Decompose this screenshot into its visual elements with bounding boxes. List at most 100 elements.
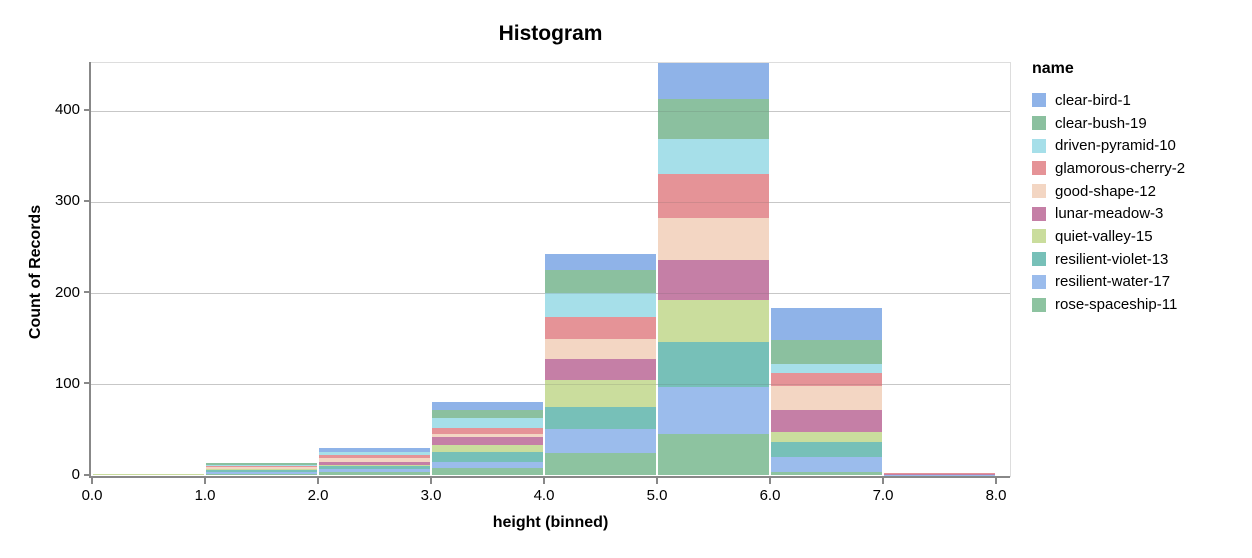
y-axis-title: Count of Records — [27, 204, 44, 340]
bar-segment-driven-pyramid-10 — [771, 364, 882, 374]
bar-segment-resilient-water-17 — [432, 461, 543, 469]
legend-swatch-icon — [1032, 206, 1046, 221]
legend-label: lunar-meadow-3 — [1055, 205, 1164, 223]
bar-segment-resilient-violet-13 — [206, 470, 317, 472]
bar-segment-resilient-violet-13 — [771, 441, 882, 458]
x-axis-tick — [882, 478, 884, 484]
bar-segment-quiet-valley-15 — [771, 431, 882, 442]
bar-segment-resilient-water-17 — [545, 428, 656, 453]
x-axis-tick — [543, 478, 545, 484]
legend-label: clear-bird-1 — [1055, 91, 1131, 109]
bar-segment-quiet-valley-15 — [545, 379, 656, 408]
gridline-overlay — [91, 110, 1010, 112]
bar-segment-glamorous-cherry-2 — [206, 465, 317, 468]
legend-entry-glamorous-cherry-2: glamorous-cherry-2 — [1032, 157, 1247, 180]
bar-segment-rose-spaceship-11 — [771, 471, 882, 476]
legend-title: name — [1032, 60, 1074, 77]
x-axis-tick-label: 1.0 — [194, 487, 216, 504]
x-axis-tick — [91, 478, 93, 484]
bar-segment-glamorous-cherry-2 — [884, 472, 995, 474]
bar-segment-clear-bird-1 — [658, 63, 769, 99]
legend-entry-quiet-valley-15: quiet-valley-15 — [1032, 225, 1247, 248]
x-axis-tick-label: 4.0 — [533, 487, 555, 504]
plot-area — [91, 62, 1011, 477]
bar-segment-glamorous-cherry-2 — [432, 428, 543, 434]
legend-swatch-icon — [1032, 93, 1046, 108]
x-axis-tick-label: 0.0 — [81, 487, 103, 504]
x-axis-tick — [430, 478, 432, 484]
legend-label: glamorous-cherry-2 — [1055, 159, 1186, 177]
legend: name clear-bird-1 clear-bush-19 driven-pyr… — [1032, 60, 1247, 316]
bar-segment-good-shape-12 — [658, 218, 769, 261]
bar-segment-rose-spaceship-11 — [658, 434, 769, 476]
bar-segment-resilient-water-17 — [771, 457, 882, 472]
bar-segment-driven-pyramid-10 — [658, 138, 769, 175]
bar-segment-resilient-violet-13 — [319, 466, 430, 470]
legend-label: resilient-water-17 — [1055, 273, 1171, 291]
bar-segment-resilient-violet-13 — [432, 451, 543, 462]
legend-label: quiet-valley-15 — [1055, 227, 1153, 245]
bar-segment-glamorous-cherry-2 — [658, 174, 769, 219]
x-axis-tick — [995, 478, 997, 484]
chart-title: Histogram — [498, 22, 603, 45]
legend-swatch-icon — [1032, 229, 1046, 244]
y-axis-tick — [84, 382, 91, 385]
legend-entries: clear-bird-1 clear-bush-19 driven-pyramid-… — [1032, 89, 1247, 316]
bar-segment-lunar-meadow-3 — [884, 473, 995, 475]
x-axis-tick-label: 7.0 — [872, 487, 894, 504]
x-axis-tick-label: 2.0 — [307, 487, 329, 504]
bar-segment-rose-spaceship-11 — [319, 471, 430, 476]
bar-segment-rose-spaceship-11 — [432, 468, 543, 476]
legend-entry-resilient-violet-13: resilient-violet-13 — [1032, 248, 1247, 271]
x-axis-tick — [769, 478, 771, 484]
bar-segment-clear-bird-1 — [771, 307, 882, 341]
legend-entry-resilient-water-17: resilient-water-17 — [1032, 271, 1247, 294]
bar-segment-resilient-violet-13 — [658, 342, 769, 387]
y-axis-tick-label: 100 — [54, 374, 80, 392]
y-axis-tick — [84, 108, 91, 111]
bar-segment-driven-pyramid-10 — [206, 464, 317, 466]
bar-segment-resilient-water-17 — [884, 474, 995, 476]
bar-segment-resilient-water-17 — [319, 469, 430, 472]
x-axis-title: height (binned) — [492, 514, 609, 531]
bar-segment-good-shape-12 — [432, 433, 543, 438]
legend-entry-clear-bird-1: clear-bird-1 — [1032, 89, 1247, 112]
bar-segment-clear-bird-1 — [545, 253, 656, 271]
legend-label: rose-spaceship-11 — [1055, 296, 1178, 314]
bar-segment-quiet-valley-15 — [432, 445, 543, 452]
y-axis-tick — [84, 473, 91, 476]
x-axis-tick — [656, 478, 658, 484]
y-axis-domain-line — [89, 62, 91, 478]
bar-segment-lunar-meadow-3 — [319, 461, 430, 465]
legend-label: clear-bush-19 — [1055, 114, 1147, 132]
legend-swatch-icon — [1032, 116, 1046, 131]
legend-swatch-icon — [1032, 138, 1046, 153]
gridline-overlay — [91, 293, 1010, 294]
legend-swatch-icon — [1032, 161, 1046, 176]
legend-swatch-icon — [1032, 184, 1046, 199]
bar-segment-clear-bush-19 — [545, 270, 656, 293]
bar-segment-clear-bush-19 — [206, 462, 317, 465]
x-axis-tick — [317, 478, 319, 484]
x-axis-tick — [204, 478, 206, 484]
legend-entry-good-shape-12: good-shape-12 — [1032, 180, 1247, 203]
bar-segment-glamorous-cherry-2 — [545, 316, 656, 339]
bar-segment-good-shape-12 — [206, 467, 317, 470]
legend-entry-lunar-meadow-3: lunar-meadow-3 — [1032, 202, 1247, 225]
legend-label: driven-pyramid-10 — [1055, 137, 1176, 155]
bar-segment-lunar-meadow-3 — [545, 358, 656, 380]
bar-segment-quiet-valley-15 — [658, 300, 769, 343]
bar-segment-resilient-water-17 — [658, 386, 769, 435]
y-axis-tick-label: 0 — [71, 466, 80, 483]
legend-swatch-icon — [1032, 274, 1046, 289]
bar-segment-good-shape-12 — [319, 458, 430, 462]
bar-segment-good-shape-12 — [545, 338, 656, 359]
y-axis-tick — [84, 199, 91, 202]
bar-segment-driven-pyramid-10 — [432, 418, 543, 429]
gridline-overlay — [91, 384, 1010, 386]
bar-segment-quiet-valley-15 — [93, 473, 204, 476]
x-axis-tick-label: 3.0 — [420, 487, 442, 504]
bar-segment-resilient-violet-13 — [545, 407, 656, 429]
gridline — [91, 110, 1010, 112]
